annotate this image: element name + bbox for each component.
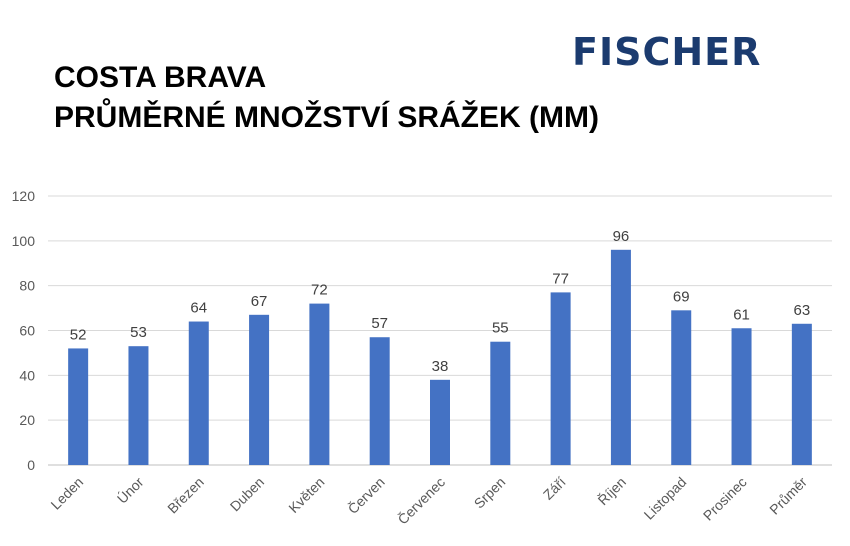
bar — [249, 314, 270, 465]
x-tick-label: Září — [540, 474, 569, 503]
bar — [731, 328, 752, 465]
x-tick-label: Prosinec — [700, 474, 750, 524]
x-tick-label: Červen — [345, 474, 388, 517]
bar — [791, 323, 812, 465]
x-tick-label: Říjen — [595, 474, 629, 508]
data-label: 72 — [311, 282, 328, 299]
data-label: 53 — [130, 324, 147, 341]
chart-title: COSTA BRAVA PRŮMĚRNÉ MNOŽSTVÍ SRÁŽEK (MM… — [54, 58, 599, 138]
bar — [68, 348, 89, 465]
bar — [430, 379, 450, 465]
x-tick-label: Srpen — [471, 474, 509, 512]
fischer-logo: FISCHER — [572, 30, 762, 74]
x-tick-label: Listopad — [641, 474, 690, 523]
x-tick-label: Leden — [47, 474, 86, 513]
data-label: 55 — [492, 320, 509, 337]
x-tick-label: Květen — [285, 474, 327, 516]
data-label: 67 — [251, 293, 268, 310]
bar — [490, 341, 511, 465]
y-tick-label: 120 — [12, 188, 36, 204]
bar — [550, 292, 571, 465]
bar — [128, 346, 149, 465]
y-tick-label: 80 — [19, 278, 35, 294]
y-tick-label: 60 — [19, 323, 35, 339]
y-tick-label: 40 — [19, 367, 35, 383]
bar — [309, 303, 330, 465]
chart-title-line-1: COSTA BRAVA — [54, 61, 267, 94]
data-label: 64 — [190, 300, 207, 317]
bar — [671, 310, 692, 465]
bar — [610, 249, 631, 465]
x-tick-label: Červenec — [394, 474, 448, 528]
chart-title-line-2: PRŮMĚRNÉ MNOŽSTVÍ SRÁŽEK (MM) — [54, 101, 599, 134]
data-label: 61 — [733, 306, 750, 323]
bar — [369, 337, 390, 465]
x-tick-label: Průměr — [766, 474, 810, 518]
bar — [188, 321, 209, 465]
data-label: 69 — [673, 288, 690, 305]
y-tick-label: 20 — [19, 412, 35, 428]
x-tick-label: Březen — [164, 474, 207, 517]
data-label: 77 — [552, 270, 569, 287]
x-tick-label: Únor — [114, 474, 147, 507]
data-label: 63 — [794, 302, 811, 319]
x-tick-label: Duben — [227, 474, 267, 514]
y-tick-label: 0 — [27, 457, 35, 473]
y-tick-label: 100 — [12, 233, 36, 249]
data-label: 38 — [432, 358, 449, 375]
data-label: 57 — [371, 315, 388, 332]
data-label: 52 — [70, 326, 87, 343]
data-label: 96 — [613, 228, 630, 245]
